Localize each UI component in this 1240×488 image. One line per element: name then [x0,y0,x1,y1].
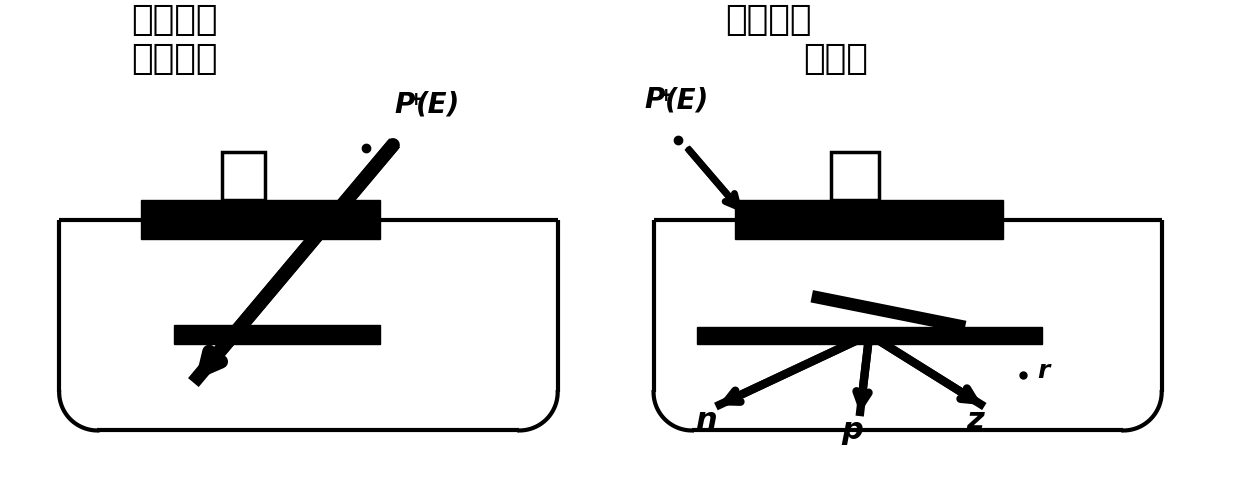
Text: z: z [966,407,983,435]
Text: 直接电离: 直接电离 [131,42,217,76]
Text: +: + [408,90,424,109]
Bar [831,152,879,201]
Text: p: p [841,416,863,445]
Text: (E): (E) [665,86,709,114]
Text: 高能质子: 高能质子 [725,3,812,38]
Text: +: + [657,85,673,104]
Bar [222,152,265,201]
Text: 核反应: 核反应 [804,42,868,76]
Text: r: r [1037,359,1049,383]
Text: P: P [644,86,665,114]
Text: 低能质子: 低能质子 [131,3,217,38]
Bar [174,325,381,344]
Bar [697,327,1042,344]
Text: n: n [696,407,717,435]
Text: P: P [394,91,415,119]
Text: (E): (E) [415,91,460,119]
Bar [140,201,381,239]
Bar [735,201,1003,239]
